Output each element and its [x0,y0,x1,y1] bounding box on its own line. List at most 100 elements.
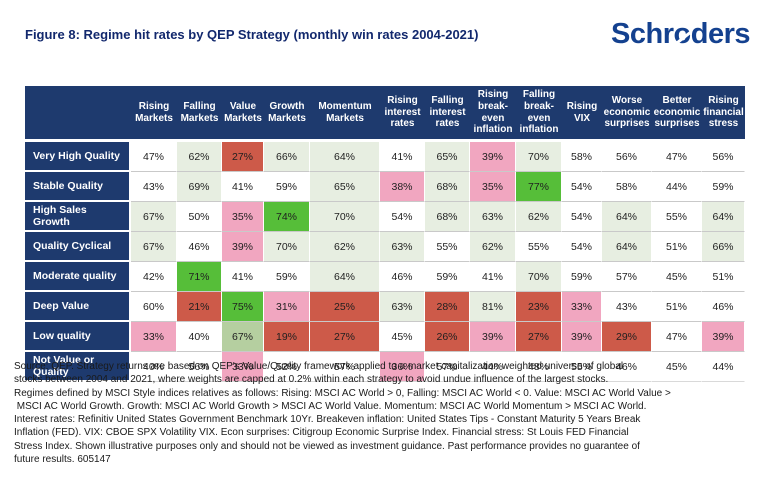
table-row-7: Low quality 33% 40% 67% 19% 27% 45% 26% 39% 27% 39… [25,322,745,353]
heatmap-cell: 36% [380,352,425,383]
heatmap-cell: 62% [177,142,222,173]
heatmap-cell: 54% [562,202,602,233]
heatmap-cell: 51% [702,262,745,293]
heatmap-cell: 54% [380,202,425,233]
heatmap-cell: 56% [177,352,222,383]
logo-text-right: ders [690,18,751,50]
heatmap-cell: 67% [131,232,177,263]
heatmap-cell: 57% [310,352,380,383]
logo-text-left: Schr [611,18,674,50]
column-header-1: Rising Markets [131,86,177,143]
table-row-8: Not Value or Quality 40% 56% 33% 52% 57% 36% 57… [25,352,745,383]
heatmap-cell: 28% [425,292,470,323]
heatmap-cell: 70% [310,202,380,233]
heatmap-cell: 58% [602,172,652,203]
table-row-2: Stable Quality 43% 69% 41% 59% 65% 38% 68% 35% 77… [25,172,745,203]
column-header-3: Value Markets [222,86,264,143]
heatmap-cell: 64% [602,232,652,263]
source-note: Source: QEP. Strategy returns are based … [14,360,764,466]
heatmap-cell: 33% [131,322,177,353]
heatmap-cell: 81% [470,292,516,323]
heatmap-cell: 54% [562,172,602,203]
heatmap-cell: 62% [310,232,380,263]
heatmap-cell: 43% [131,172,177,203]
column-header-13: Rising financial stress [702,86,745,143]
row-label: Quality Cyclical [25,232,131,263]
heatmap-cell: 64% [702,202,745,233]
heatmap-cell: 31% [264,292,310,323]
source-note-line-7: Stress Index. Shown illustrative purpose… [14,440,640,452]
heatmap-cell: 63% [470,202,516,233]
heatmap-cell: 63% [380,292,425,323]
heatmap-cell: 43% [602,292,652,323]
column-header-7: Falling interest rates [425,86,470,143]
heatmap-cell: 64% [602,202,652,233]
heatmap-cell: 35% [470,172,516,203]
column-header-12: Better economic surprises [652,86,702,143]
heatmap-cell: 62% [516,202,562,233]
column-header-6: Rising interest rates [380,86,425,143]
column-header-11: Worse economic surprises [602,86,652,143]
column-header-row: Rising Markets Falling Markets Value Marke… [25,86,745,143]
heatmap-cell: 27% [222,142,264,173]
heatmap-cell: 35% [222,202,264,233]
heatmap-cell: 46% [702,292,745,323]
heatmap-cell: 19% [264,322,310,353]
heatmap-cell: 64% [310,262,380,293]
heatmap-cell: 41% [380,142,425,173]
figure-title: Figure 8: Regime hit rates by QEP Strate… [25,27,479,42]
heatmap-cell: 41% [222,172,264,203]
figure-header: Figure 8: Regime hit rates by QEP Strate… [25,14,756,68]
row-label: Not Value or Quality [25,352,131,383]
table-row-4: Quality Cyclical 67% 46% 39% 70% 62% 63% 55% 62%… [25,232,745,263]
table-row-1: Very High Quality 47% 62% 27% 66% 64% 41% 65% 39… [25,142,745,173]
heatmap-cell: 45% [652,352,702,383]
heatmap-cell: 29% [602,322,652,353]
heatmap-cell: 65% [310,172,380,203]
heatmap-cell: 46% [177,232,222,263]
heatmap-cell: 40% [177,322,222,353]
heatmap-cell: 75% [222,292,264,323]
column-header-10: Rising VIX [562,86,602,143]
heatmap-cell: 47% [131,142,177,173]
heatmap-cell: 65% [425,142,470,173]
row-label: Low quality [25,322,131,353]
heatmap-cell: 40% [131,352,177,383]
heatmap-cell: 27% [310,322,380,353]
source-note-line-1: Source: QEP. Strategy returns are based … [14,361,624,372]
heatmap-cell: 23% [516,292,562,323]
heatmap-cell: 48% [516,352,562,383]
heatmap-cell: 59% [425,262,470,293]
heatmap-cell: 69% [177,172,222,203]
heatmap-cell: 39% [222,232,264,263]
heatmap-cell: 63% [380,232,425,263]
heatmap-cell: 46% [380,262,425,293]
heatmap-cell: 58% [562,142,602,173]
heatmap-cell: 25% [310,292,380,323]
heatmap-cell: 54% [562,232,602,263]
heatmap-cell: 60% [131,292,177,323]
column-header-5: Momentum Markets [310,86,380,143]
heatmap-cell: 55% [425,232,470,263]
source-note-line-5: Interest rates: Refinitiv United States … [14,414,641,426]
heatmap-cell: 47% [652,142,702,173]
heatmap-cell: 33% [562,292,602,323]
heatmap-cell: 51% [652,292,702,323]
heatmap-cell: 39% [562,322,602,353]
heatmap-cell: 50% [177,202,222,233]
heatmap-cell: 45% [652,262,702,293]
heatmap-cell: 59% [264,172,310,203]
source-note-line-6: Inflation (FED). VIX: CBOE SPX Volatilit… [14,427,629,439]
heatmap-cell: 44% [470,352,516,383]
heatmap-cell: 66% [264,142,310,173]
heatmap-cell: 44% [702,352,745,383]
heatmap-cell: 41% [470,262,516,293]
heatmap-cell: 39% [702,322,745,353]
heatmap-cell: 74% [264,202,310,233]
row-label: Moderate quality [25,262,131,293]
column-header-4: Growth Markets [264,86,310,143]
heatmap-cell: 39% [470,322,516,353]
regime-hit-rates-table: Rising Markets Falling Markets Value Marke… [25,86,745,383]
row-label: Very High Quality [25,142,131,173]
